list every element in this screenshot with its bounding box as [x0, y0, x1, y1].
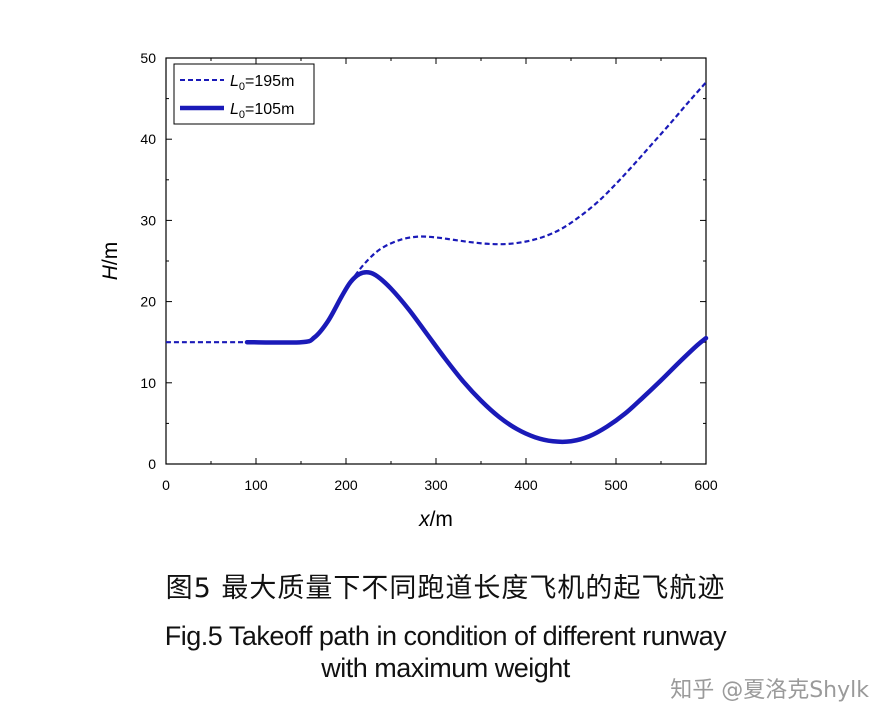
x-tick-label: 0 [162, 477, 170, 493]
legend-label: L0=195m [230, 73, 294, 93]
y-tick-label: 0 [148, 456, 156, 472]
x-tick-label: 600 [694, 477, 718, 493]
figure-caption-english: Fig.5 Takeoff path in condition of diffe… [0, 620, 891, 684]
legend: L0=195m L0=105m [173, 63, 315, 125]
caption-english-line-1: Fig.5 Takeoff path in condition of diffe… [164, 621, 727, 651]
y-tick-label: 50 [140, 50, 156, 66]
x-tick-label: 300 [424, 477, 448, 493]
x-tick-label: 400 [514, 477, 538, 493]
y-tick-label: 30 [140, 212, 156, 228]
legend-box [173, 63, 315, 125]
series-line-solid [244, 269, 709, 445]
watermark: 知乎 @夏洛克Shylk [670, 678, 869, 703]
x-axis-title: x/m [418, 508, 453, 531]
axes: 0 100 200 300 400 500 600 0 10 20 30 40 50 [140, 50, 717, 493]
y-tick-label: 20 [140, 294, 156, 310]
y-axis-title: H/m [99, 242, 122, 281]
x-tick-label: 200 [334, 477, 358, 493]
series-layer [166, 81, 709, 445]
caption-english-line-2: with maximum weight [321, 653, 570, 683]
series-line-dashed [166, 81, 707, 344]
x-tick-label: 500 [604, 477, 628, 493]
y-tick-label: 10 [140, 375, 156, 391]
x-tick-label: 100 [244, 477, 268, 493]
figure-caption-chinese: 图5 最大质量下不同跑道长度飞机的起飞航迹 [165, 573, 726, 604]
axis-labels: x/m H/m [99, 242, 453, 531]
legend-label: L0=105m [230, 101, 294, 121]
y-tick-label: 40 [140, 131, 156, 147]
